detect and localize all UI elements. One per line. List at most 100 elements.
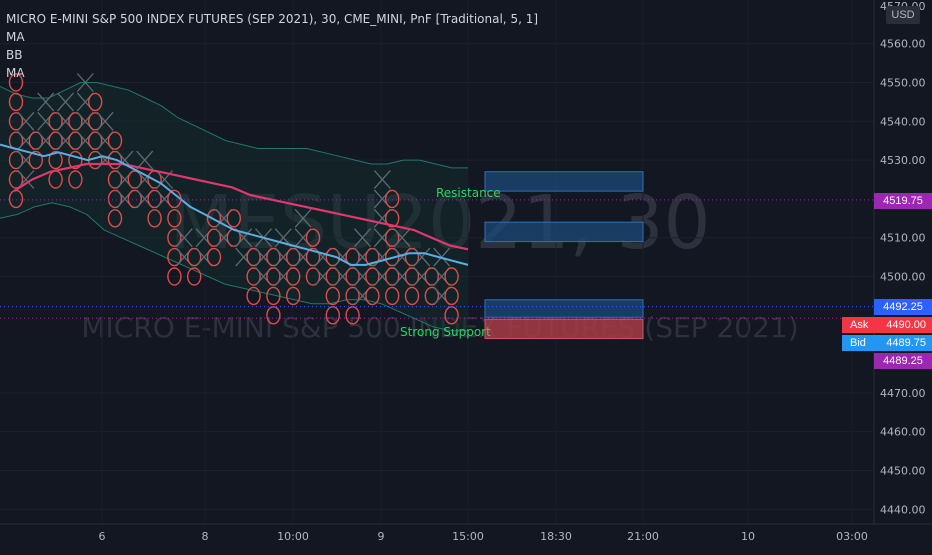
o-mark [325, 286, 340, 306]
o-mark [404, 247, 420, 267]
o-mark [48, 150, 63, 170]
time-tick-3: 9 [378, 530, 385, 543]
price-tick-4: 4510.00 [880, 232, 926, 245]
pnf-column-7 [76, 73, 94, 151]
chart-legend: MICRO E-MINI S&P 500 INDEX FUTURES (SEP … [6, 10, 538, 82]
o-mark [246, 286, 261, 306]
time-tick-5: 18:30 [540, 530, 572, 543]
o-mark [68, 170, 83, 189]
pnf-column-2 [28, 131, 43, 170]
o-mark [147, 209, 162, 228]
x-mark [354, 228, 371, 248]
indicator-ma-2[interactable]: MA [6, 66, 25, 80]
grid [0, 43, 874, 510]
x-mark [373, 170, 391, 189]
pnf-column-26 [266, 247, 281, 325]
o-mark [385, 209, 400, 228]
pnf-column-42 [424, 267, 439, 306]
drawn-zones[interactable] [484, 171, 644, 340]
time-axis[interactable]: 6 8 10:00 9 15:00 18:30 21:00 10 03:00 [0, 523, 932, 543]
o-mark [28, 150, 43, 170]
x-mark [274, 228, 292, 248]
time-tick-6: 21:00 [627, 530, 659, 543]
o-mark [286, 267, 301, 286]
bb-lower-line [0, 202, 468, 332]
pnf-column-24 [246, 247, 261, 306]
pnf-column-20 [206, 209, 222, 267]
pnf-column-30 [305, 228, 321, 286]
price-tick-8: 4450.00 [880, 465, 926, 478]
o-mark [87, 112, 103, 131]
strong-support-label[interactable]: Strong Support [400, 325, 491, 339]
x-mark [57, 92, 74, 112]
time-tick-0: 6 [99, 530, 106, 543]
o-mark [385, 228, 400, 247]
pnf-column-28 [286, 247, 301, 306]
pnf-column-8 [87, 92, 103, 170]
x-mark [294, 208, 312, 228]
pnf-column-44 [444, 267, 459, 325]
resistance-label[interactable]: Resistance [436, 186, 501, 200]
bb-upper-line [0, 82, 468, 169]
time-tick-1: 8 [202, 530, 209, 543]
o-mark [48, 112, 63, 131]
o-mark [305, 267, 321, 286]
pnf-column-36 [365, 247, 380, 306]
o-mark [404, 267, 420, 286]
x-mark [235, 228, 253, 248]
pnf-columns [8, 73, 459, 325]
time-tick-8: 03:00 [836, 530, 868, 543]
o-mark [167, 228, 182, 247]
price-lines [0, 199, 874, 319]
time-tick-4: 15:00 [452, 530, 484, 543]
o-mark [186, 267, 202, 286]
o-mark [206, 247, 222, 267]
price-axis[interactable]: 4570.00 4560.004550.004540.004530.004510… [873, 0, 926, 524]
indicator-ma-1[interactable]: MA [6, 30, 25, 44]
currency-badge[interactable]: USD [886, 6, 920, 24]
o-mark [424, 267, 439, 286]
pnf-column-14 [147, 170, 162, 228]
ask-label: Ask [850, 319, 869, 331]
o-mark [385, 267, 400, 286]
o-mark [107, 150, 123, 170]
o-mark [365, 286, 380, 306]
o-mark [286, 286, 301, 306]
o-mark [385, 286, 400, 306]
o-mark [266, 286, 281, 306]
ma-fast-line [0, 143, 469, 266]
x-mark [17, 170, 35, 189]
price-tag-4519-75: 4519.75 [874, 193, 932, 209]
o-mark [226, 209, 242, 228]
o-mark [167, 267, 182, 286]
o-mark [385, 189, 400, 209]
o-mark [127, 189, 143, 209]
x-mark [37, 92, 55, 112]
o-mark [365, 247, 380, 267]
o-mark [127, 170, 143, 189]
o-mark [68, 131, 83, 150]
watermark-description: MICRO E-MINI S&P 500 INDEX FUTURES (SEP … [81, 311, 798, 344]
bid-label: Bid [850, 337, 866, 349]
pnf-column-10 [107, 131, 123, 228]
symbol-title[interactable]: MICRO E-MINI S&P 500 INDEX FUTURES (SEP … [6, 12, 539, 26]
o-mark [68, 112, 83, 131]
o-mark [345, 286, 360, 306]
pnf-column-40 [404, 247, 420, 306]
o-mark [107, 189, 123, 209]
indicator-bb[interactable]: BB [6, 48, 23, 62]
bid-value: 4489.75 [886, 337, 926, 349]
pnf-column-12 [127, 170, 143, 209]
o-mark [186, 247, 202, 267]
price-tick-2: 4540.00 [880, 115, 926, 128]
o-mark [206, 228, 222, 247]
o-mark [107, 131, 123, 150]
time-tick-7: 10 [741, 530, 755, 543]
o-mark [266, 306, 281, 325]
ask-quote: Ask 4490.00 [842, 317, 932, 333]
pnf-column-16 [167, 189, 182, 286]
x-mark [413, 247, 431, 267]
price-tag-4489-25: 4489.25 [874, 353, 932, 369]
